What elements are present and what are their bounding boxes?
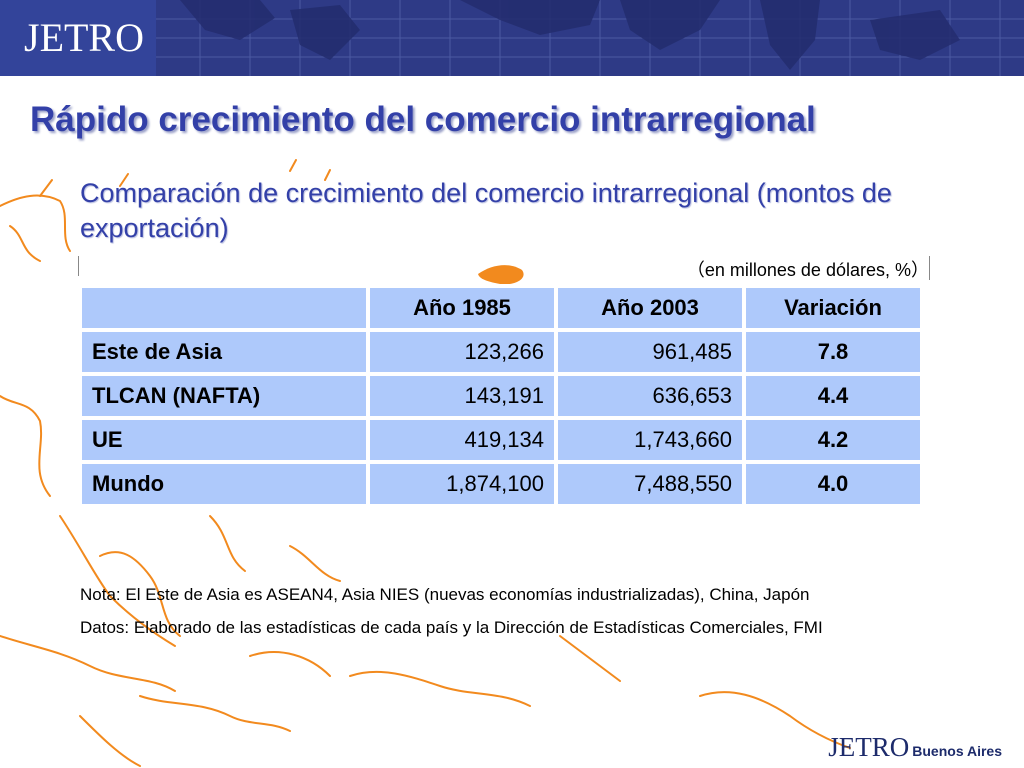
table-row: TLCAN (NAFTA) 143,191 636,653 4.4 xyxy=(82,376,920,416)
unit-divider-left xyxy=(78,256,79,276)
table-header-1985: Año 1985 xyxy=(370,288,554,328)
table-header-row: Año 1985 Año 2003 Variación xyxy=(82,288,920,328)
table-cell-region: Mundo xyxy=(82,464,366,504)
table-row: Mundo 1,874,100 7,488,550 4.0 xyxy=(82,464,920,504)
table-cell-1985: 1,874,100 xyxy=(370,464,554,504)
table-cell-variacion: 4.0 xyxy=(746,464,920,504)
footer-logo: JETRO Buenos Aires xyxy=(828,732,1002,763)
table-header-blank xyxy=(82,288,366,328)
table-cell-variacion: 4.4 xyxy=(746,376,920,416)
table-header-2003: Año 2003 xyxy=(558,288,742,328)
unit-divider-right xyxy=(929,256,930,280)
table-row: UE 419,134 1,743,660 4.2 xyxy=(82,420,920,460)
table-cell-variacion: 4.2 xyxy=(746,420,920,460)
jetro-logo: JETRO xyxy=(0,0,156,76)
slide-title: Rápido crecimiento del comercio intrarre… xyxy=(30,100,816,139)
jetro-logo-text: JETRO xyxy=(24,15,144,60)
table-cell-1985: 143,191 xyxy=(370,376,554,416)
header-band: JETRO xyxy=(0,0,1024,76)
table-cell-2003: 961,485 xyxy=(558,332,742,372)
notes-section: Nota: El Este de Asia es ASEAN4, Asia NI… xyxy=(80,585,980,651)
header-world-map xyxy=(0,0,1024,76)
source-text: Datos: Elaborado de las estadísticas de … xyxy=(80,618,823,637)
footer-jetro-text: JETRO xyxy=(828,732,910,762)
table-cell-2003: 7,488,550 xyxy=(558,464,742,504)
table-row: Este de Asia 123,266 961,485 7.8 xyxy=(82,332,920,372)
table-cell-2003: 1,743,660 xyxy=(558,420,742,460)
slide-subtitle: Comparación de crecimiento del comercio … xyxy=(80,178,892,243)
table-cell-1985: 123,266 xyxy=(370,332,554,372)
table-cell-region: TLCAN (NAFTA) xyxy=(82,376,366,416)
background-map-outline xyxy=(0,159,851,767)
table-cell-2003: 636,653 xyxy=(558,376,742,416)
unit-note: （en millones de dólares, %） xyxy=(686,260,929,280)
export-growth-table: Año 1985 Año 2003 Variación Este de Asia… xyxy=(78,284,924,508)
table-cell-1985: 419,134 xyxy=(370,420,554,460)
table-cell-region: Este de Asia xyxy=(82,332,366,372)
table-cell-variacion: 7.8 xyxy=(746,332,920,372)
table-header-variacion: Variación xyxy=(746,288,920,328)
table-cell-region: UE xyxy=(82,420,366,460)
note-text: Nota: El Este de Asia es ASEAN4, Asia NI… xyxy=(80,585,810,604)
footer-city-text: Buenos Aires xyxy=(912,743,1002,759)
